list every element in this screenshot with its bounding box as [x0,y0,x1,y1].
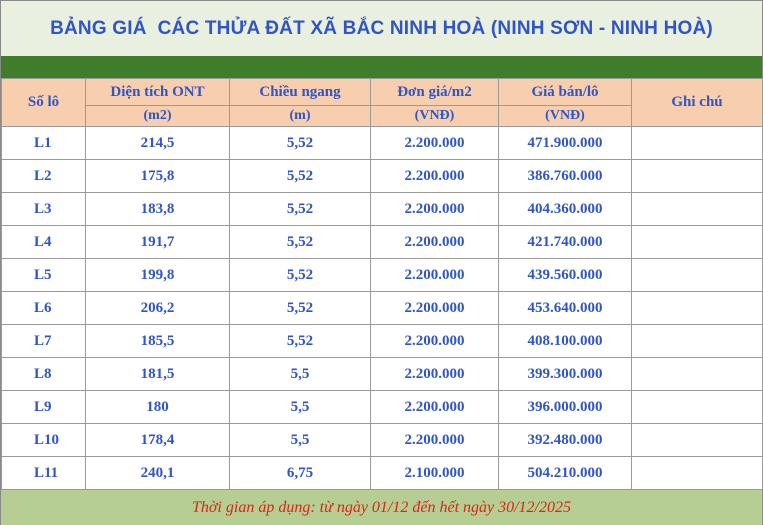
footer-bar: Thời gian áp dụng: từ ngày 01/12 đến hết… [1,489,762,525]
cell-lot: L8 [1,357,86,391]
cell-unit-price: 2.200.000 [370,192,499,226]
col-unit-area: (m2) [85,105,230,127]
cell-area: 214,5 [85,126,230,160]
cell-note [631,291,763,325]
cell-width: 5,52 [229,324,371,358]
cell-width: 5,52 [229,159,371,193]
col-header-unit-price: Đơn giá/m2 [370,78,499,106]
cell-note [631,324,763,358]
cell-area: 191,7 [85,225,230,259]
table-row: L3 183,8 5,52 2.200.000 404.360.000 [1,192,763,226]
cell-area: 181,5 [85,357,230,391]
col-header-lot: Số lô [1,78,86,127]
price-table: Số lô Diện tích ONT Chiều ngang Đơn giá/… [1,78,763,490]
cell-lot: L3 [1,192,86,226]
cell-note [631,390,763,424]
cell-area: 199,8 [85,258,230,292]
cell-width: 5,52 [229,258,371,292]
cell-note [631,423,763,457]
cell-total-price: 453.640.000 [498,291,632,325]
cell-unit-price: 2.200.000 [370,423,499,457]
col-unit-total-price: (VNĐ) [498,105,632,127]
cell-total-price: 504.210.000 [498,456,632,490]
cell-total-price: 386.760.000 [498,159,632,193]
cell-total-price: 439.560.000 [498,258,632,292]
cell-lot: L4 [1,225,86,259]
cell-lot: L6 [1,291,86,325]
cell-area: 183,8 [85,192,230,226]
cell-width: 5,52 [229,192,371,226]
cell-unit-price: 2.200.000 [370,126,499,160]
col-header-total-price: Giá bán/lô [498,78,632,106]
table-row: L10 178,4 5,5 2.200.000 392.480.000 [1,423,763,457]
cell-width: 6,75 [229,456,371,490]
header-unit-row: (m2) (m) (VNĐ) (VNĐ) [2,105,763,127]
cell-total-price: 392.480.000 [498,423,632,457]
cell-total-price: 404.360.000 [498,192,632,226]
col-header-note: Ghi chú [631,78,763,127]
cell-unit-price: 2.200.000 [370,324,499,358]
table-row: L1 214,5 5,52 2.200.000 471.900.000 [1,126,763,160]
cell-unit-price: 2.200.000 [370,225,499,259]
table-row: L4 191,7 5,52 2.200.000 421.740.000 [1,225,763,259]
cell-width: 5,5 [229,423,371,457]
cell-area: 206,2 [85,291,230,325]
green-band [1,56,762,78]
cell-total-price: 408.100.000 [498,324,632,358]
cell-unit-price: 2.200.000 [370,390,499,424]
cell-unit-price: 2.200.000 [370,291,499,325]
cell-lot: L2 [1,159,86,193]
cell-width: 5,52 [229,225,371,259]
col-unit-width: (m) [229,105,371,127]
cell-total-price: 471.900.000 [498,126,632,160]
col-header-area: Diện tích ONT [85,78,230,106]
table-row: L7 185,5 5,52 2.200.000 408.100.000 [1,324,763,358]
col-header-width: Chiều ngang [229,78,371,106]
cell-area: 180 [85,390,230,424]
cell-unit-price: 2.200.000 [370,357,499,391]
table-row: L8 181,5 5,5 2.200.000 399.300.000 [1,357,763,391]
cell-note [631,192,763,226]
cell-area: 175,8 [85,159,230,193]
cell-lot: L10 [1,423,86,457]
cell-lot: L1 [1,126,86,160]
cell-lot: L5 [1,258,86,292]
cell-lot: L11 [1,456,86,490]
cell-width: 5,52 [229,291,371,325]
cell-unit-price: 2.200.000 [370,159,499,193]
cell-width: 5,5 [229,390,371,424]
table-row: L6 206,2 5,52 2.200.000 453.640.000 [1,291,763,325]
page-title: BẢNG GIÁ CÁC THỬA ĐẤT XÃ BẮC NINH HOÀ (N… [50,17,713,39]
cell-unit-price: 2.200.000 [370,258,499,292]
cell-note [631,357,763,391]
cell-unit-price: 2.100.000 [370,456,499,490]
table-row: L2 175,8 5,52 2.200.000 386.760.000 [1,159,763,193]
cell-area: 178,4 [85,423,230,457]
cell-area: 240,1 [85,456,230,490]
col-unit-unit-price: (VNĐ) [370,105,499,127]
table-row: L11 240,1 6,75 2.100.000 504.210.000 [1,456,763,490]
cell-lot: L7 [1,324,86,358]
cell-note [631,126,763,160]
cell-note [631,159,763,193]
cell-note [631,456,763,490]
cell-width: 5,5 [229,357,371,391]
cell-total-price: 399.300.000 [498,357,632,391]
title-bar: BẢNG GIÁ CÁC THỬA ĐẤT XÃ BẮC NINH HOÀ (N… [1,1,762,57]
cell-note [631,258,763,292]
cell-area: 185,5 [85,324,230,358]
header-row: Số lô Diện tích ONT Chiều ngang Đơn giá/… [1,78,763,127]
cell-lot: L9 [1,390,86,424]
cell-width: 5,52 [229,126,371,160]
cell-total-price: 396.000.000 [498,390,632,424]
table-row: L9 180 5,5 2.200.000 396.000.000 [1,390,763,424]
cell-note [631,225,763,259]
validity-period-text: Thời gian áp dụng: từ ngày 01/12 đến hết… [191,498,571,516]
table-row: L5 199,8 5,52 2.200.000 439.560.000 [1,258,763,292]
cell-total-price: 421.740.000 [498,225,632,259]
